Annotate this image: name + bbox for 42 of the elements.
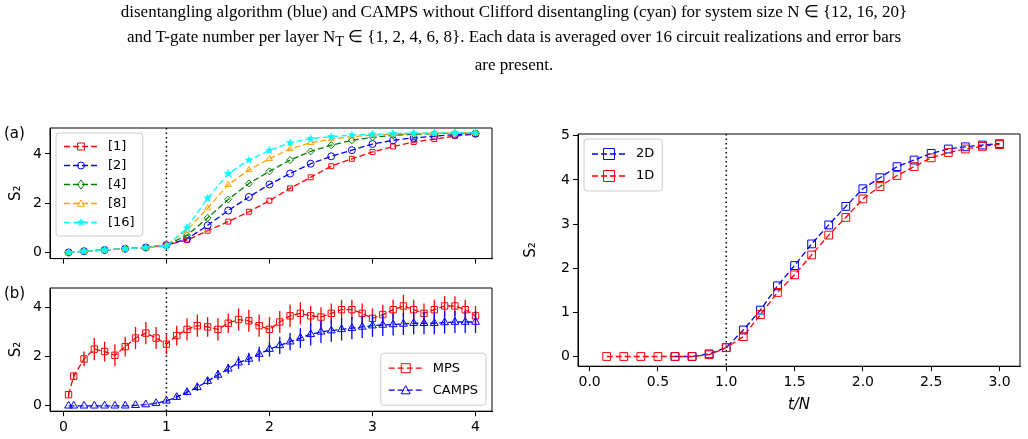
legend-label: [2] [108, 156, 127, 172]
text: (a) [4, 123, 25, 142]
y-tick-label: 2 [33, 193, 42, 210]
x-tick-label: 2.0 [851, 373, 875, 390]
y-tick-label: 4 [561, 170, 571, 187]
legend-label: [8] [108, 194, 127, 210]
y-tick-label: 2 [561, 258, 570, 275]
text: disentangling algorithm (blue) and CAMPS without Clifford disentangling (cyan) for system size N ∈ {12, 16, 20} [119, 1, 909, 23]
x-tick-label: 3.0 [988, 373, 1011, 390]
x-tick-label: 1.0 [715, 373, 738, 390]
legend-label: [16] [108, 213, 135, 229]
text: and T-gate number per layer N$_{T}$ ∈ {1, 2, 4, 6, 8}. Each data is averaged over 16 circuit realizations and error bars [126, 25, 902, 51]
legend-label: 1D [636, 167, 655, 183]
x-axis-title: t/N [787, 394, 811, 413]
y-tick-label: 0 [33, 396, 42, 413]
legend-label: CAMPS [432, 381, 478, 397]
legend-label: [4] [108, 175, 127, 191]
y-tick-label: 3 [561, 214, 570, 231]
x-tick-label: 2 [264, 418, 274, 435]
y-axis-title: S₂ [5, 185, 24, 202]
legend-label: 2D [636, 145, 655, 161]
x-tick-label: 2.5 [920, 373, 943, 390]
legend-label: [1] [108, 137, 127, 153]
x-tick-label: 4 [471, 418, 481, 435]
y-tick-label: 4 [33, 297, 43, 314]
y-axis-title: S₂ [5, 341, 24, 358]
x-tick-label: 1.5 [783, 373, 806, 390]
text: are present. [473, 54, 555, 77]
y-tick-label: 2 [33, 347, 42, 364]
y-tick-label: 4 [33, 144, 43, 161]
text: (b) [4, 283, 26, 302]
x-tick-label: 0 [58, 418, 68, 435]
x-tick-label: 0.0 [578, 373, 601, 390]
x-tick-label: 0.5 [646, 373, 670, 390]
y-tick-label: 1 [561, 302, 570, 319]
y-tick-label: 0 [33, 243, 42, 260]
y-tick-label: 0 [561, 347, 570, 364]
y-tick-label: 5 [561, 126, 570, 143]
y-axis-title: S₂ [520, 242, 539, 258]
x-tick-label: 1 [161, 418, 171, 435]
x-tick-label: 3 [368, 418, 377, 435]
legend-label: MPS [432, 359, 461, 375]
